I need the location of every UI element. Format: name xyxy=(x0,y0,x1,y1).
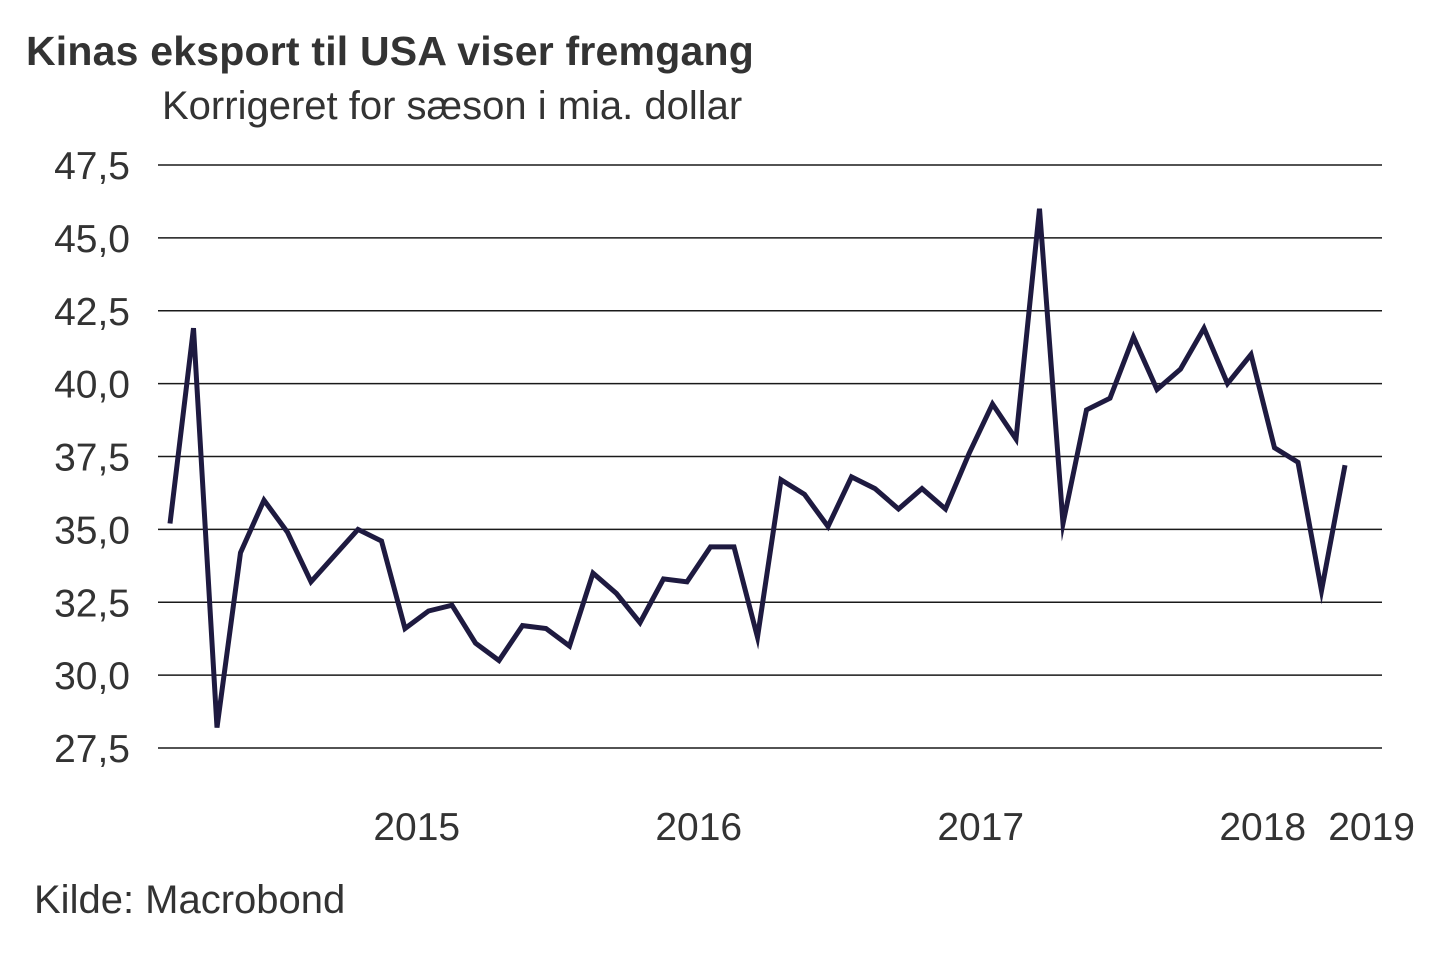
x-tick-label: 2017 xyxy=(937,806,1024,849)
series-line xyxy=(167,208,1348,728)
y-tick-label: 37,5 xyxy=(54,437,130,480)
y-axis-tick-labels: 27,5 30,0 32,5 35,0 37,5 40,0 42,5 45,0 47,5 xyxy=(54,145,130,771)
y-tick-label: 32,5 xyxy=(54,582,130,625)
y-tick-label: 27,5 xyxy=(54,728,130,771)
x-tick-label: 2019 xyxy=(1328,806,1415,849)
chart-title: Kinas eksport til USA viser fremgang xyxy=(26,28,754,74)
x-tick-label: 2016 xyxy=(655,806,742,849)
y-tick-label: 30,0 xyxy=(54,655,130,698)
y-tick-label: 45,0 xyxy=(54,218,130,261)
y-tick-label: 42,5 xyxy=(54,291,130,334)
x-tick-label: 2015 xyxy=(373,806,460,849)
chart-subtitle: Korrigeret for sæson i mia. dollar xyxy=(162,84,743,128)
x-axis-tick-labels: 2015 2016 2017 2018 2019 xyxy=(373,806,1415,849)
gridlines xyxy=(158,164,1382,749)
series-group xyxy=(167,208,1348,728)
y-tick-label: 47,5 xyxy=(54,145,130,188)
source-note: Kilde: Macrobond xyxy=(34,878,346,922)
y-tick-label: 35,0 xyxy=(54,509,130,552)
y-tick-label: 40,0 xyxy=(54,364,130,407)
x-tick-label: 2018 xyxy=(1219,806,1306,849)
